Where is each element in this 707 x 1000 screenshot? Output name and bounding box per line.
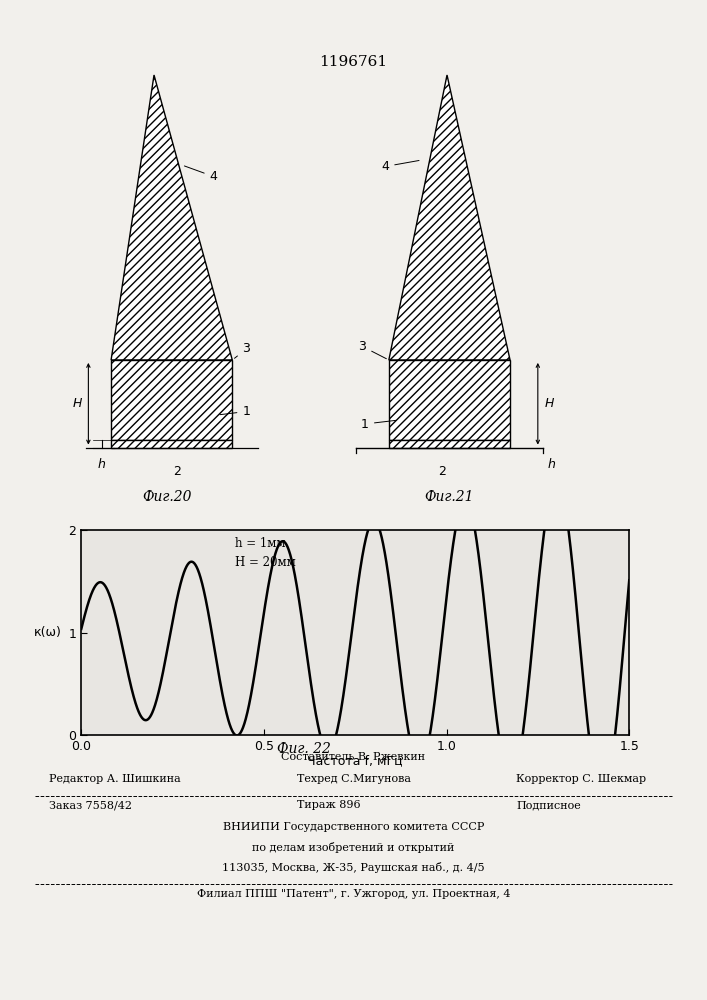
Text: 3: 3 bbox=[235, 342, 250, 358]
Text: Тираж 896: Тираж 896 bbox=[297, 800, 361, 810]
Text: h: h bbox=[97, 458, 105, 472]
Text: по делам изобретений и открытий: по делам изобретений и открытий bbox=[252, 842, 455, 853]
Text: Техред С.Мигунова: Техред С.Мигунова bbox=[297, 774, 411, 784]
Text: H: H bbox=[544, 397, 554, 410]
Polygon shape bbox=[389, 75, 510, 360]
Text: H: H bbox=[73, 397, 82, 410]
Text: Филиал ППШ "Патент", г. Ужгород, ул. Проектная, 4: Филиал ППШ "Патент", г. Ужгород, ул. Про… bbox=[197, 889, 510, 899]
Text: 1: 1 bbox=[220, 405, 250, 418]
Text: 4: 4 bbox=[381, 160, 419, 173]
Text: h = 1мм: h = 1мм bbox=[235, 537, 285, 550]
Polygon shape bbox=[389, 360, 510, 440]
Text: Подписное: Подписное bbox=[516, 800, 581, 810]
Text: 4: 4 bbox=[185, 166, 218, 183]
Text: ВНИИПИ Государственного комитета СССР: ВНИИПИ Государственного комитета СССР bbox=[223, 822, 484, 832]
Text: Фиг. 22: Фиг. 22 bbox=[277, 742, 331, 756]
Polygon shape bbox=[111, 75, 233, 360]
Text: h: h bbox=[548, 458, 556, 472]
Polygon shape bbox=[389, 440, 510, 448]
Text: 2: 2 bbox=[173, 465, 181, 478]
Text: 2: 2 bbox=[438, 465, 446, 478]
Text: Редактор А. Шишкина: Редактор А. Шишкина bbox=[49, 774, 181, 784]
Text: Заказ 7558/42: Заказ 7558/42 bbox=[49, 800, 132, 810]
Text: Фиг.21: Фиг.21 bbox=[425, 490, 474, 504]
X-axis label: Частота f, мГц: Частота f, мГц bbox=[308, 754, 403, 767]
Y-axis label: к(ω): к(ω) bbox=[34, 626, 62, 639]
Polygon shape bbox=[111, 440, 233, 448]
Text: Фиг.20: Фиг.20 bbox=[142, 490, 192, 504]
Polygon shape bbox=[111, 360, 233, 440]
Text: 3: 3 bbox=[358, 340, 387, 359]
Text: Корректор С. Шекмар: Корректор С. Шекмар bbox=[516, 774, 646, 784]
Text: H = 20мм: H = 20мм bbox=[235, 556, 296, 569]
Text: Составитель В. Ржевкин: Составитель В. Ржевкин bbox=[281, 752, 426, 762]
Text: 1: 1 bbox=[361, 418, 396, 430]
Text: 113035, Москва, Ж-35, Раушская наб., д. 4/5: 113035, Москва, Ж-35, Раушская наб., д. … bbox=[222, 862, 485, 873]
Text: 1196761: 1196761 bbox=[320, 55, 387, 69]
